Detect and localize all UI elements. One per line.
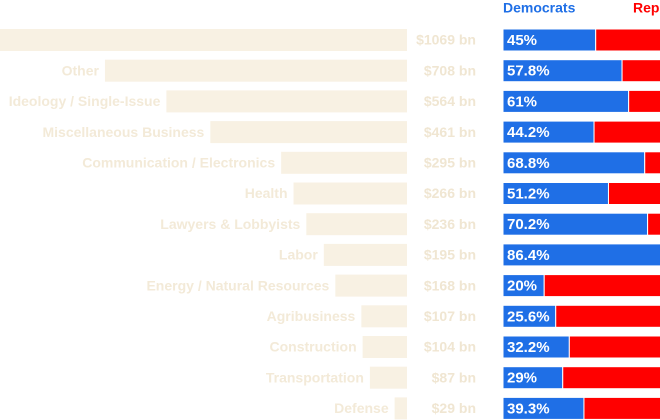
share-label: 44.2% [507,124,550,141]
amount-label: $107 bn [424,308,476,324]
category-label: Agribusiness [267,308,356,324]
category-label: Transportation [266,369,364,385]
amount-bar [210,121,407,144]
share-label: 51.2% [507,185,550,202]
legend-label: Democrats [503,0,576,16]
amount-bar [323,243,407,266]
amount-label: $564 bn [424,93,476,109]
share-bar [555,304,660,328]
amount-label: $29 bn [432,400,476,416]
share-label: 86.4% [507,247,550,264]
share-bar [562,366,660,390]
amount-label: $236 bn [424,216,476,232]
amount-label: $168 bn [424,277,476,293]
share-bar [568,335,660,359]
amount-label: $104 bn [424,339,476,355]
share-label: 61% [507,93,537,110]
share-bar [543,274,660,298]
amount-label: $295 bn [424,155,476,171]
amount-bar [104,59,408,82]
category-label: Defense [334,400,389,416]
amount-bar [361,305,407,328]
amount-bar [335,274,407,297]
amount-bar [306,213,407,236]
amount-label: $1069 bn [416,32,476,48]
share-bar [644,151,660,175]
share-label: 39.3% [507,400,550,417]
share-bar [647,212,660,236]
share-label: 70.2% [507,216,550,233]
category-label: Communication / Electronics [82,155,275,171]
amount-label: $266 bn [424,185,476,201]
amount-label: $195 bn [424,247,476,263]
amount-label: $87 bn [432,369,476,385]
share-label: 57.8% [507,63,550,80]
share-label: 25.6% [507,308,550,325]
amount-label: $461 bn [424,124,476,140]
category-label: Lawyers & Lobbyists [160,216,300,232]
share-bar [621,59,660,83]
amount-bar [0,29,407,51]
share-label: 20% [507,278,537,295]
amount-label: $708 bn [424,62,476,78]
amount-bar [281,151,407,174]
share-bar [607,182,660,205]
amount-bar [369,366,407,389]
share-bar [502,243,660,267]
category-label: Miscellaneous Business [42,124,204,140]
category-label: Labor [279,247,318,263]
share-bar [595,28,660,52]
share-bar [583,396,660,420]
amount-bar [362,336,407,358]
category-label: Other [62,62,100,78]
category-label: Energy / Natural Resources [146,277,329,293]
amount-bar [166,90,407,113]
share-label: 29% [507,370,537,387]
share-bar [593,120,660,144]
share-bar [628,89,660,113]
share-label: 68.8% [507,155,550,172]
amount-bar [293,182,407,205]
category-label: Health [245,185,288,201]
amount-bar [394,397,407,420]
share-label: 45% [507,32,537,49]
category-label: Construction [270,339,357,355]
legend-label: Republicans [633,0,660,16]
category-label: Ideology / Single-Issue [9,93,161,109]
share-label: 32.2% [507,339,550,356]
